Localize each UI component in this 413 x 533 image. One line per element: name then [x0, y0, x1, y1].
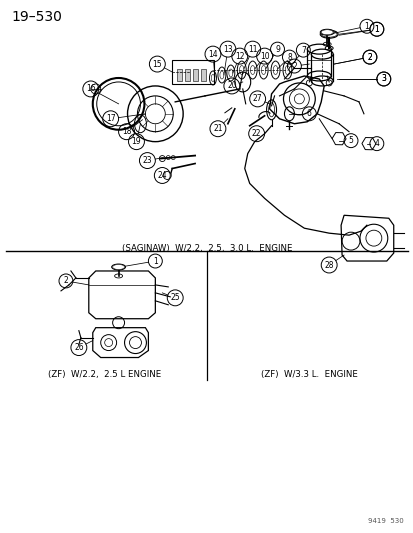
Ellipse shape	[112, 264, 125, 270]
Ellipse shape	[112, 264, 124, 270]
Text: 16: 16	[86, 84, 95, 93]
Bar	[192, 69, 197, 81]
Circle shape	[163, 172, 171, 180]
Text: 21: 21	[213, 124, 222, 133]
Text: 15: 15	[152, 60, 162, 69]
Text: 9419  530: 9419 530	[367, 518, 403, 523]
Bar	[185, 69, 190, 81]
Text: 1: 1	[364, 22, 368, 31]
Text: 2: 2	[291, 61, 296, 70]
Text: 24: 24	[157, 171, 167, 180]
Text: 3: 3	[380, 75, 385, 84]
Text: 8: 8	[286, 53, 291, 62]
Text: 3: 3	[380, 75, 385, 84]
Text: 28: 28	[324, 261, 333, 270]
Text: 14: 14	[208, 50, 217, 59]
Text: 20: 20	[226, 82, 236, 91]
Ellipse shape	[320, 30, 337, 38]
Text: 18: 18	[121, 127, 131, 136]
Ellipse shape	[320, 29, 333, 35]
Text: 25: 25	[170, 293, 180, 302]
Ellipse shape	[320, 31, 336, 37]
Text: 19–530: 19–530	[11, 10, 62, 25]
Text: 6: 6	[306, 109, 311, 118]
Text: 2: 2	[367, 53, 371, 62]
Text: 22: 22	[251, 129, 261, 138]
Text: 1: 1	[374, 25, 378, 34]
Ellipse shape	[320, 30, 332, 35]
Text: 2: 2	[64, 277, 68, 286]
Text: 12: 12	[235, 52, 244, 61]
Text: (SAGINAW)  W/2.2,  2.5,  3.0 L.  ENGINE: (SAGINAW) W/2.2, 2.5, 3.0 L. ENGINE	[121, 244, 292, 253]
Text: 1: 1	[153, 256, 157, 265]
Text: 5: 5	[348, 136, 353, 145]
Bar	[177, 69, 182, 81]
Text: 19: 19	[131, 137, 141, 146]
Text: 9: 9	[274, 45, 279, 54]
Text: 11: 11	[247, 45, 257, 54]
Text: 13: 13	[223, 45, 232, 54]
Bar	[201, 69, 206, 81]
Text: 17: 17	[106, 114, 115, 123]
Text: 10: 10	[259, 52, 269, 61]
Text: 1: 1	[374, 25, 378, 34]
Text: 27: 27	[252, 94, 262, 103]
Text: 23: 23	[142, 156, 152, 165]
Bar	[172, 60, 214, 84]
Text: 7: 7	[300, 46, 305, 55]
Text: (ZF)  W/3.3 L.  ENGINE: (ZF) W/3.3 L. ENGINE	[260, 370, 357, 379]
Text: 4: 4	[373, 139, 378, 148]
Text: (ZF)  W/2.2,  2.5 L ENGINE: (ZF) W/2.2, 2.5 L ENGINE	[48, 370, 161, 379]
Text: 2: 2	[367, 53, 371, 62]
Text: 26: 26	[74, 343, 83, 352]
